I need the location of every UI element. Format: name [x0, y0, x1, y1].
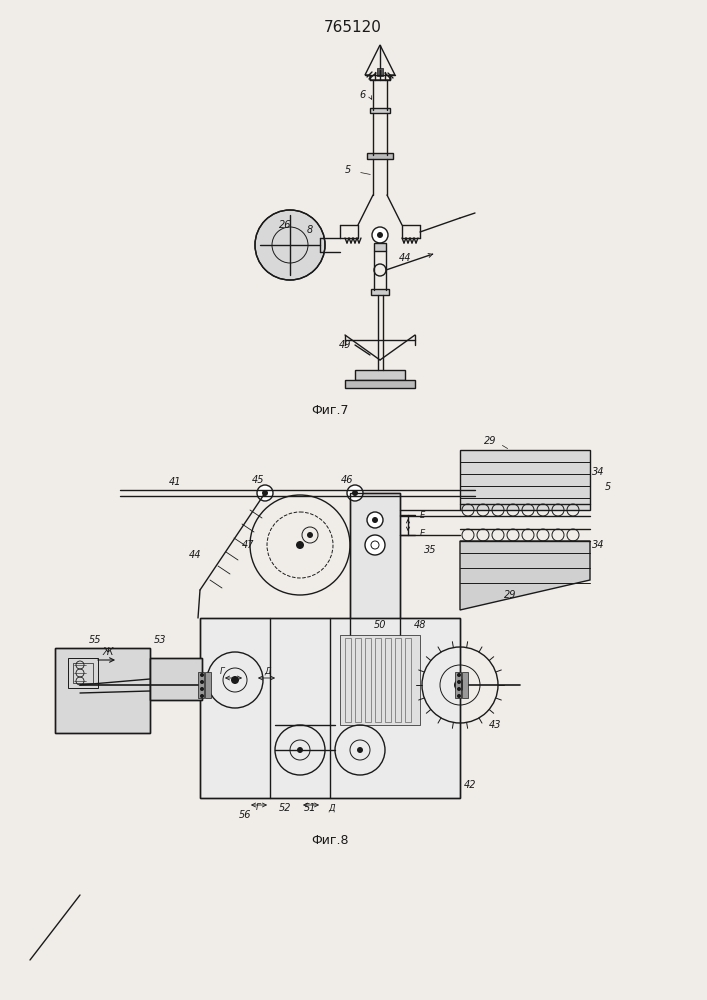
Circle shape	[365, 535, 385, 555]
Circle shape	[307, 532, 313, 538]
Text: 5: 5	[605, 482, 611, 492]
Text: Фиг.8: Фиг.8	[311, 834, 349, 846]
Bar	[198, 672, 204, 698]
Bar	[200, 618, 460, 798]
Polygon shape	[460, 541, 590, 610]
Text: Г: Г	[256, 804, 260, 812]
Bar	[370, 108, 390, 113]
Text: 8: 8	[307, 225, 313, 235]
Text: 47: 47	[242, 540, 255, 550]
Circle shape	[352, 490, 358, 496]
Bar	[455, 672, 461, 698]
Text: 45: 45	[252, 475, 264, 485]
Bar	[460, 450, 590, 510]
Circle shape	[200, 673, 204, 677]
Text: Д: Д	[329, 804, 335, 812]
Text: 41: 41	[169, 477, 181, 487]
Circle shape	[257, 485, 273, 501]
Bar	[405, 638, 411, 722]
Text: 34: 34	[592, 467, 604, 477]
Circle shape	[372, 517, 378, 523]
Bar	[365, 638, 371, 722]
Bar	[205, 672, 211, 698]
Text: 44: 44	[189, 550, 201, 560]
Circle shape	[457, 673, 461, 677]
Bar	[150, 658, 202, 700]
Text: 49: 49	[339, 340, 351, 350]
Circle shape	[347, 485, 363, 501]
Bar	[200, 618, 460, 798]
Text: 42: 42	[464, 780, 477, 790]
Text: 46: 46	[341, 475, 354, 485]
Circle shape	[367, 512, 383, 528]
Text: Ж: Ж	[103, 647, 113, 657]
Text: 35: 35	[423, 545, 436, 555]
Text: 50: 50	[374, 620, 386, 630]
Text: 43: 43	[489, 720, 501, 730]
Text: 34: 34	[592, 540, 604, 550]
Text: 55: 55	[89, 635, 101, 645]
Text: E: E	[419, 512, 425, 520]
Text: 5: 5	[345, 165, 351, 175]
Bar	[150, 658, 202, 700]
Bar	[374, 243, 386, 251]
Circle shape	[377, 232, 383, 238]
Circle shape	[457, 680, 461, 684]
Bar	[55, 648, 150, 733]
Bar	[377, 68, 383, 76]
Bar	[355, 370, 405, 380]
Text: 765120: 765120	[324, 20, 382, 35]
Text: E: E	[419, 530, 425, 538]
Text: Д: Д	[264, 666, 271, 676]
Bar	[375, 638, 381, 722]
Bar	[350, 493, 400, 658]
Text: 51: 51	[304, 803, 316, 813]
Bar	[367, 153, 393, 159]
Text: 48: 48	[414, 620, 426, 630]
Bar	[73, 663, 93, 683]
Circle shape	[200, 687, 204, 691]
Circle shape	[372, 227, 388, 243]
Circle shape	[457, 694, 461, 698]
Bar	[355, 638, 361, 722]
Text: 29: 29	[504, 590, 516, 600]
Bar	[55, 648, 150, 733]
Circle shape	[357, 747, 363, 753]
Circle shape	[296, 541, 304, 549]
Text: Фиг.7: Фиг.7	[311, 403, 349, 416]
Circle shape	[200, 680, 204, 684]
Text: 53: 53	[153, 635, 166, 645]
Bar	[68, 658, 98, 688]
Text: 29: 29	[484, 436, 496, 446]
Text: 44: 44	[399, 253, 411, 263]
Text: 52: 52	[279, 803, 291, 813]
Bar	[462, 672, 468, 698]
Bar	[371, 289, 389, 295]
Bar	[350, 493, 400, 658]
Circle shape	[255, 210, 325, 280]
Circle shape	[231, 676, 239, 684]
Circle shape	[454, 679, 466, 691]
Text: 56: 56	[239, 810, 251, 820]
Bar	[345, 380, 415, 388]
Bar	[385, 638, 391, 722]
Text: Г: Г	[220, 668, 224, 676]
Bar	[340, 635, 420, 725]
Circle shape	[297, 747, 303, 753]
Bar	[345, 638, 351, 722]
Circle shape	[262, 490, 268, 496]
Circle shape	[457, 687, 461, 691]
Bar	[395, 638, 401, 722]
Text: 26: 26	[279, 220, 291, 230]
Circle shape	[200, 694, 204, 698]
Text: 6: 6	[360, 90, 366, 100]
